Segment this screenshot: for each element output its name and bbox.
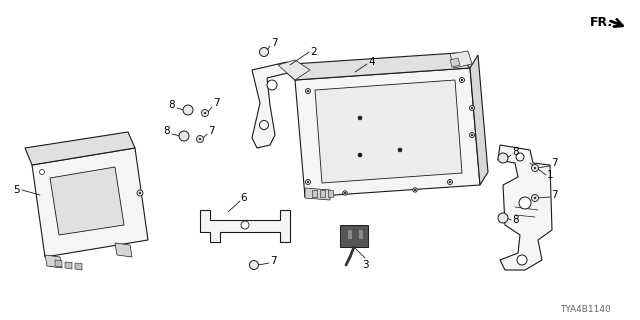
Circle shape (259, 121, 269, 130)
Text: 4: 4 (368, 57, 374, 67)
Circle shape (460, 77, 465, 83)
Text: 7: 7 (208, 126, 214, 136)
Polygon shape (450, 58, 460, 67)
Circle shape (471, 134, 473, 136)
Circle shape (343, 191, 348, 195)
Circle shape (517, 255, 527, 265)
Polygon shape (25, 132, 135, 165)
Circle shape (305, 89, 310, 93)
Polygon shape (320, 190, 325, 197)
Circle shape (498, 213, 508, 223)
Text: 5: 5 (13, 185, 20, 195)
Polygon shape (305, 188, 330, 200)
Circle shape (196, 135, 204, 142)
Polygon shape (347, 229, 352, 239)
Circle shape (344, 192, 346, 194)
Circle shape (204, 112, 206, 114)
Polygon shape (200, 210, 290, 242)
Text: 7: 7 (270, 256, 276, 266)
Polygon shape (340, 225, 368, 247)
Polygon shape (252, 62, 292, 148)
Circle shape (40, 170, 45, 174)
Circle shape (519, 197, 531, 209)
Circle shape (179, 131, 189, 141)
Polygon shape (32, 148, 148, 257)
Polygon shape (498, 145, 552, 270)
Polygon shape (470, 55, 488, 185)
Polygon shape (75, 263, 82, 270)
Circle shape (307, 181, 309, 183)
Polygon shape (328, 190, 333, 197)
Circle shape (471, 107, 473, 109)
Polygon shape (312, 190, 317, 197)
Circle shape (250, 260, 259, 269)
Text: 3: 3 (362, 260, 368, 270)
Polygon shape (55, 260, 62, 267)
Circle shape (534, 197, 536, 199)
Polygon shape (45, 255, 62, 268)
Polygon shape (315, 80, 462, 183)
Circle shape (183, 105, 193, 115)
Text: 8: 8 (163, 126, 170, 136)
Circle shape (531, 195, 538, 202)
Text: 7: 7 (213, 98, 220, 108)
Circle shape (358, 153, 362, 157)
Text: TYA4B1140: TYA4B1140 (560, 306, 611, 315)
Circle shape (534, 167, 536, 169)
Circle shape (202, 109, 209, 116)
Circle shape (307, 90, 309, 92)
Polygon shape (278, 53, 470, 80)
Circle shape (413, 188, 417, 192)
Text: FR.: FR. (590, 15, 613, 28)
Polygon shape (50, 167, 124, 235)
Polygon shape (65, 262, 72, 269)
Circle shape (259, 47, 269, 57)
Circle shape (267, 80, 277, 90)
Polygon shape (278, 60, 310, 80)
Circle shape (140, 192, 141, 194)
Polygon shape (358, 229, 363, 239)
Circle shape (137, 190, 143, 196)
Circle shape (498, 153, 508, 163)
Circle shape (358, 116, 362, 120)
Circle shape (470, 106, 474, 110)
Polygon shape (450, 51, 472, 68)
Circle shape (516, 153, 524, 161)
Text: 8: 8 (512, 147, 518, 157)
Circle shape (241, 221, 249, 229)
Text: 2: 2 (310, 47, 317, 57)
Text: 1: 1 (547, 170, 554, 180)
Polygon shape (295, 68, 480, 197)
Circle shape (531, 164, 538, 172)
Circle shape (414, 189, 416, 191)
Circle shape (449, 181, 451, 183)
Circle shape (470, 132, 474, 138)
Circle shape (199, 138, 201, 140)
Text: 7: 7 (271, 38, 278, 48)
Text: 8: 8 (512, 215, 518, 225)
Text: 7: 7 (551, 190, 557, 200)
Circle shape (461, 79, 463, 81)
Text: 6: 6 (240, 193, 246, 203)
Circle shape (398, 148, 402, 152)
Text: 7: 7 (551, 158, 557, 168)
Circle shape (305, 180, 310, 185)
Circle shape (447, 180, 452, 185)
Text: 8: 8 (168, 100, 175, 110)
Polygon shape (115, 243, 132, 257)
